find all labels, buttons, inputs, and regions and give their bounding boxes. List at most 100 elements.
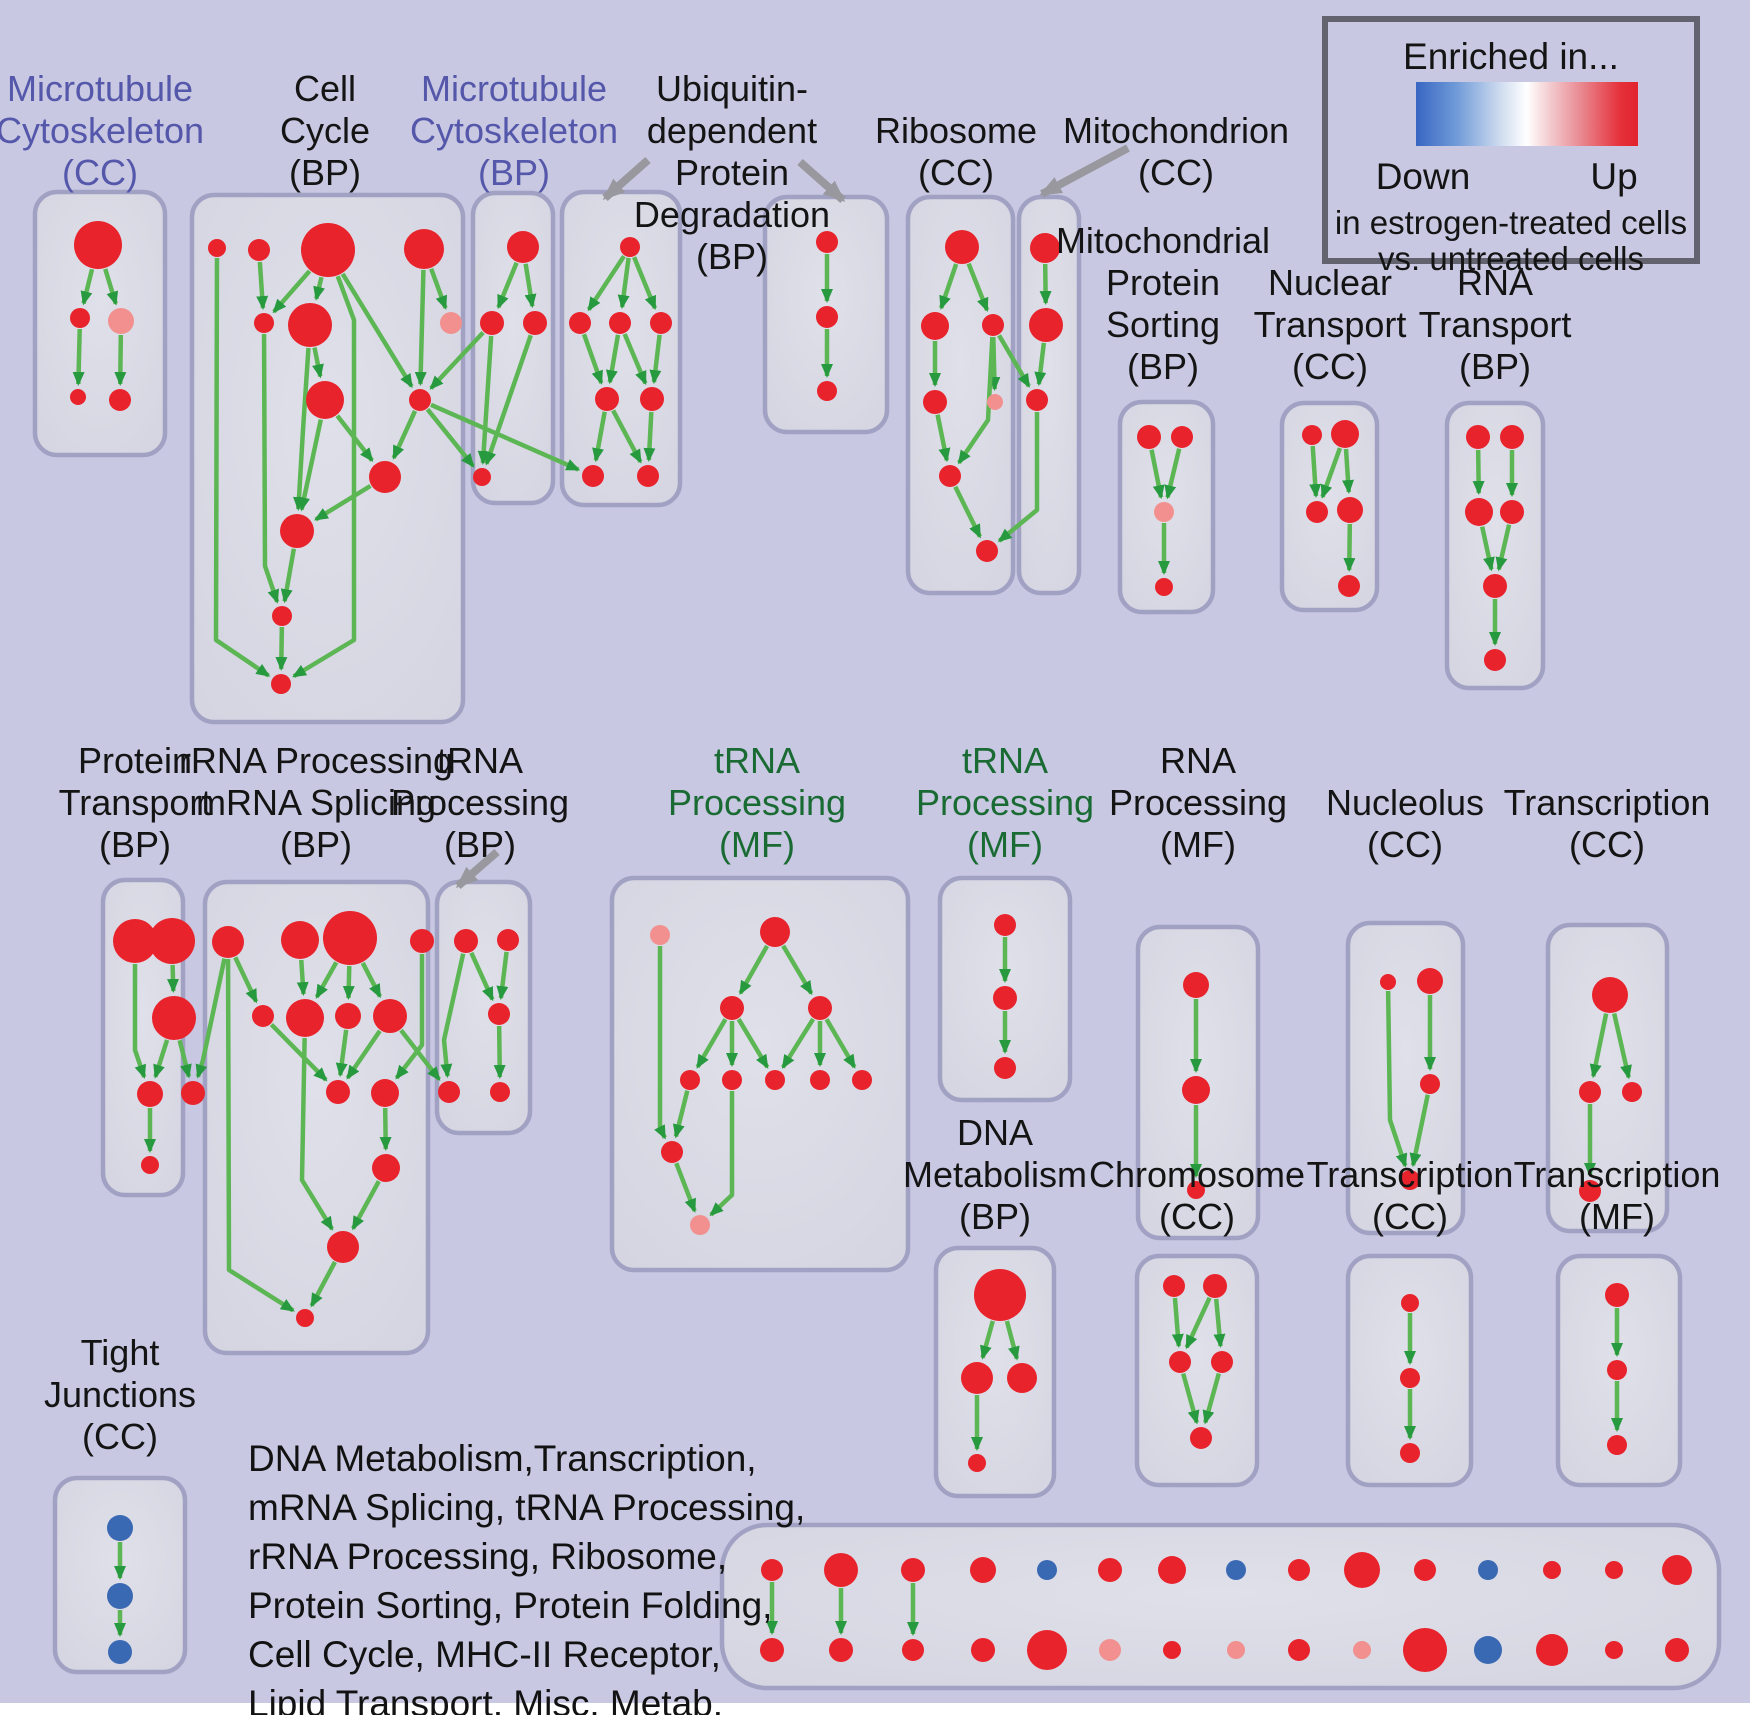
edge-arrow [335,414,374,463]
node-trna-mf-1-3 [808,996,832,1020]
edge-arrow [1495,524,1512,572]
edge-arrow [592,411,607,463]
edge-arrow [269,1022,328,1082]
edge-arrow [1202,1372,1221,1425]
node-cell-cycle-12 [271,674,291,694]
edge-arrow [469,951,495,1002]
cluster-label-trna-mf-2-line1: tRNA [962,740,1048,781]
edge-arrow [296,959,309,997]
node-misc-band-11 [1478,1560,1498,1580]
cluster-box-mitochondrion [1016,194,1082,596]
misc-cluster-text-line2: mRNA Splicing, tRNA Processing, [248,1487,806,1528]
edge-arrow [351,1180,381,1231]
edge-arrow [340,272,414,389]
node-nuclear-transport-3 [1337,497,1363,523]
node-rrna-mrna-2 [323,911,377,965]
edge-arrow [1385,990,1408,1168]
edge-arrow [824,1018,857,1069]
node-rrna-mrna-8 [326,1080,350,1104]
edge-arrow [1472,449,1485,496]
edge-arrow [213,257,271,678]
cluster-label-dna-metabolism-line2: Metabolism [903,1154,1087,1195]
node-dna-metabolism-3 [968,1454,986,1472]
edge-arrow [312,347,324,379]
node-rna-proc-mf-1 [1182,1076,1210,1104]
edge-arrow [997,412,1040,543]
cluster-box-trna-mf-1 [609,875,911,1273]
node-ubiq-bp-6 [582,465,604,487]
edge-arrow [314,961,339,999]
node-nucleolus-2 [1420,1074,1440,1094]
node-rrna-mrna-1 [281,921,319,959]
edge-arrow [314,483,372,522]
node-dna-metabolism-1 [961,1362,993,1394]
cluster-label-nuclear-transport-line2: Transport [1254,304,1407,345]
node-misc-band-5 [1098,1558,1122,1582]
edge-arrow [313,276,325,301]
edge-arrow [605,334,621,385]
cluster-label-transcription-mf-line2: (MF) [1579,1196,1655,1237]
cluster-label-transcription-cc-mid-line2: (CC) [1569,824,1645,865]
edge-arrow [177,1039,192,1079]
node-mt-cc-0 [74,221,122,269]
edge-arrow [611,409,643,464]
node-rrna-mrna-4 [252,1005,274,1027]
node-ribosome-3 [923,390,947,414]
cluster-box-nuclear-transport [1279,400,1380,613]
cluster-label-nucleolus-line2: (CC) [1367,824,1443,865]
node-cell-cycle-7 [306,381,344,419]
node-ubiq-bp-2 [609,312,631,334]
node-trna-mf-1-2 [720,996,744,1020]
legend: Enriched in... Down Up in estrogen-treat… [1322,16,1700,277]
cluster-box-dna-metabolism [933,1245,1057,1499]
edge-arrow [484,334,533,466]
cluster-label-rna-transport-line3: (BP) [1459,346,1531,387]
legend-title: Enriched in... [1403,36,1619,77]
node-rna-transport-2 [1465,498,1493,526]
node-mt-cc-4 [109,389,131,411]
node-mps-bp-3 [1155,578,1173,596]
label-pointer-arrow-3 [1039,144,1130,198]
node-cell-cycle-1 [248,239,270,261]
node-transcription-cc-mid-3 [1579,1180,1601,1202]
node-trna-mf-1-0 [650,925,670,945]
cluster-label-protein-transport-line1: Protein [78,740,192,781]
edge-arrow [1004,1320,1020,1361]
cluster-label-rrna-mrna-line2: mRNA Splicing [196,782,436,823]
cluster-label-ubiq-bp-line5: (BP) [696,236,768,277]
node-mps-bp-0 [1137,425,1161,449]
node-rna-transport-3 [1500,500,1524,524]
edge-arrow [1181,1372,1200,1425]
node-nucleolus-1 [1417,968,1443,994]
edge-arrow [939,263,959,310]
node-misc-band-8 [1288,1559,1310,1581]
node-cell-cycle-10 [280,514,314,548]
node-ubiq-chain-2 [817,381,837,401]
node-misc-band-24 [1353,1641,1371,1659]
node-cell-cycle-3 [404,229,444,269]
edge-arrow [1409,1094,1430,1168]
node-nuclear-transport-2 [1306,501,1328,523]
edge-arrow [496,261,519,310]
node-rrna-mrna-11 [327,1231,359,1263]
cluster-label-ubiq-bp-line3: Protein [675,152,789,193]
node-ribosome-4 [987,394,1003,410]
legend-gradient-bar [1416,82,1638,146]
node-misc-band-16 [829,1638,853,1662]
node-trna-mf-1-10 [690,1215,710,1235]
node-cell-cycle-0 [208,239,226,257]
misc-cluster-text-line3: rRNA Processing, Ribosome, [248,1536,728,1577]
node-trna-mf-1-9 [661,1141,683,1163]
cluster-label-rna-transport-line2: Transport [1419,304,1572,345]
node-rna-transport-5 [1484,649,1506,671]
label-pointer-arrow-4 [455,848,500,890]
cluster-label-chromosome-line2: (CC) [1159,1196,1235,1237]
edge-arrow [425,407,475,468]
edge-arrow [1184,1296,1212,1350]
label-pointer-arrow-2 [797,159,846,203]
node-mitochondrion-2 [1026,389,1048,411]
edge-arrow [1213,1298,1226,1349]
node-misc-band-10 [1414,1559,1436,1581]
node-protein-transport-2 [152,996,196,1040]
cluster-box-mt-cc [32,189,168,458]
